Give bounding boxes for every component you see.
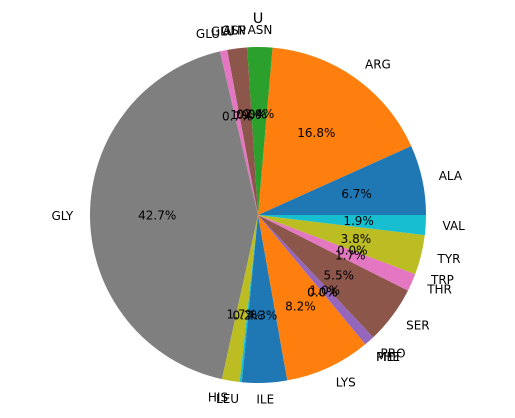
- slice-pct-glu: 1.9%: [230, 108, 261, 122]
- pie-slice-lys: [258, 215, 366, 381]
- slice-pct-ala: 6.7%: [341, 187, 372, 201]
- slice-pct-ser: 5.5%: [324, 268, 355, 282]
- pie-slice-ser: [258, 215, 408, 338]
- pie-slice-pro: [258, 215, 374, 345]
- pie-slice-tyr: [258, 215, 425, 275]
- slice-label-thr: THR: [426, 282, 452, 296]
- pie-slice-ala: [258, 146, 427, 215]
- slice-label-asn: ASN: [248, 23, 273, 37]
- slice-pct-glu: 0.7%: [222, 109, 253, 123]
- slice-label-gly: GLY: [51, 209, 73, 223]
- pie-slice-glu: [219, 49, 258, 215]
- pie-slice-thr: [258, 215, 416, 291]
- pie-slice-glu: [227, 47, 258, 215]
- slice-label-trp: TRP: [430, 273, 454, 287]
- slice-pct-asp: 0.0%: [236, 107, 267, 121]
- pie-slice-gly: [89, 51, 259, 380]
- slice-pct-leu: 0.2%: [232, 308, 263, 322]
- slice-pct-trp: 0.0%: [337, 244, 368, 258]
- slice-pct-thr: 1.7%: [335, 249, 366, 263]
- slice-pct-his: 1.7%: [226, 308, 257, 322]
- slice-pct-arg: 16.8%: [297, 126, 335, 140]
- chart-title: U: [253, 11, 264, 27]
- slice-label-glu: GLU: [211, 25, 235, 39]
- pie-slice-asn: [247, 46, 273, 216]
- slice-pct-asn: 2.4%: [244, 107, 275, 121]
- slice-label-ala: ALA: [439, 169, 463, 183]
- slice-label-arg: ARG: [365, 57, 391, 71]
- slice-label-glu: GLU: [196, 27, 220, 41]
- slice-label-pro: PRO: [381, 346, 406, 360]
- slice-pct-lys: 8.2%: [285, 299, 316, 313]
- slice-pct-pro: 1.0%: [310, 284, 341, 298]
- pie-slice-val: [258, 215, 426, 236]
- pie-slice-leu: [239, 215, 258, 383]
- pie-slice-arg: [258, 47, 412, 215]
- slice-label-tyr: TYR: [437, 252, 461, 266]
- pie-slice-ile: [241, 215, 288, 383]
- slice-pct-ile: 4.3%: [247, 309, 278, 323]
- pie-slice-his: [221, 215, 258, 382]
- slice-pct-gly: 42.7%: [138, 209, 176, 223]
- slice-pct-phe: 0.0%: [307, 286, 338, 300]
- pie-slices: [89, 46, 427, 383]
- slice-label-ile: ILE: [256, 393, 274, 407]
- slice-label-asp: ASP: [223, 24, 246, 38]
- slice-label-ser: SER: [406, 319, 430, 333]
- slice-pct-val: 1.9%: [343, 214, 374, 228]
- pie-labels: ALA 6.7% ARG 16.8% ASN 2.4% ASP 0.0% GLN 0.0% GLU 1…: [51, 23, 465, 407]
- slice-label-his: HIS: [208, 390, 228, 404]
- slice-label-gln: GLN: [221, 24, 246, 38]
- slice-label-phe: PHE: [376, 350, 400, 364]
- slice-label-met: MET: [376, 350, 402, 364]
- slice-pct-tyr: 3.8%: [341, 232, 372, 246]
- slice-label-lys: LYS: [336, 376, 356, 390]
- slice-pct-met: 0.0%: [307, 286, 338, 300]
- slice-label-val: VAL: [443, 219, 466, 233]
- slice-pct-gln: 0.0%: [236, 107, 267, 121]
- slice-label-leu: LEU: [216, 392, 239, 406]
